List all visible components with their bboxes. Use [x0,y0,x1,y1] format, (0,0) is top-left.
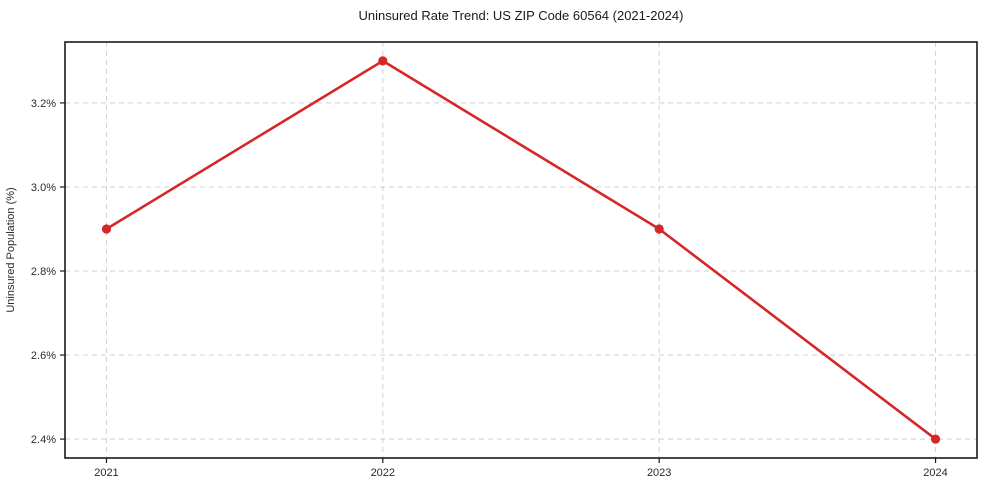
y-tick-label: 2.8% [31,266,56,278]
x-tick-label: 2021 [94,467,118,479]
axes-border [64,41,978,459]
chart-title: Uninsured Rate Trend: US ZIP Code 60564 … [358,8,684,23]
data-point [101,224,112,234]
trend-line [105,59,937,441]
x-tick-label: 2023 [647,467,671,479]
x-tick-label: 2022 [371,467,395,479]
y-axis-label: Uninsured Population (%) [5,187,17,312]
data-point [654,224,664,234]
x-tick-label: 2024 [923,467,947,479]
y-tick-label: 2.4% [31,434,56,446]
y-tick-label: 3.2% [31,98,56,110]
data-point [378,56,388,66]
y-tick-label: 2.6% [31,350,56,362]
y-tick-label: 3.0% [31,182,56,194]
data-point [930,434,941,444]
